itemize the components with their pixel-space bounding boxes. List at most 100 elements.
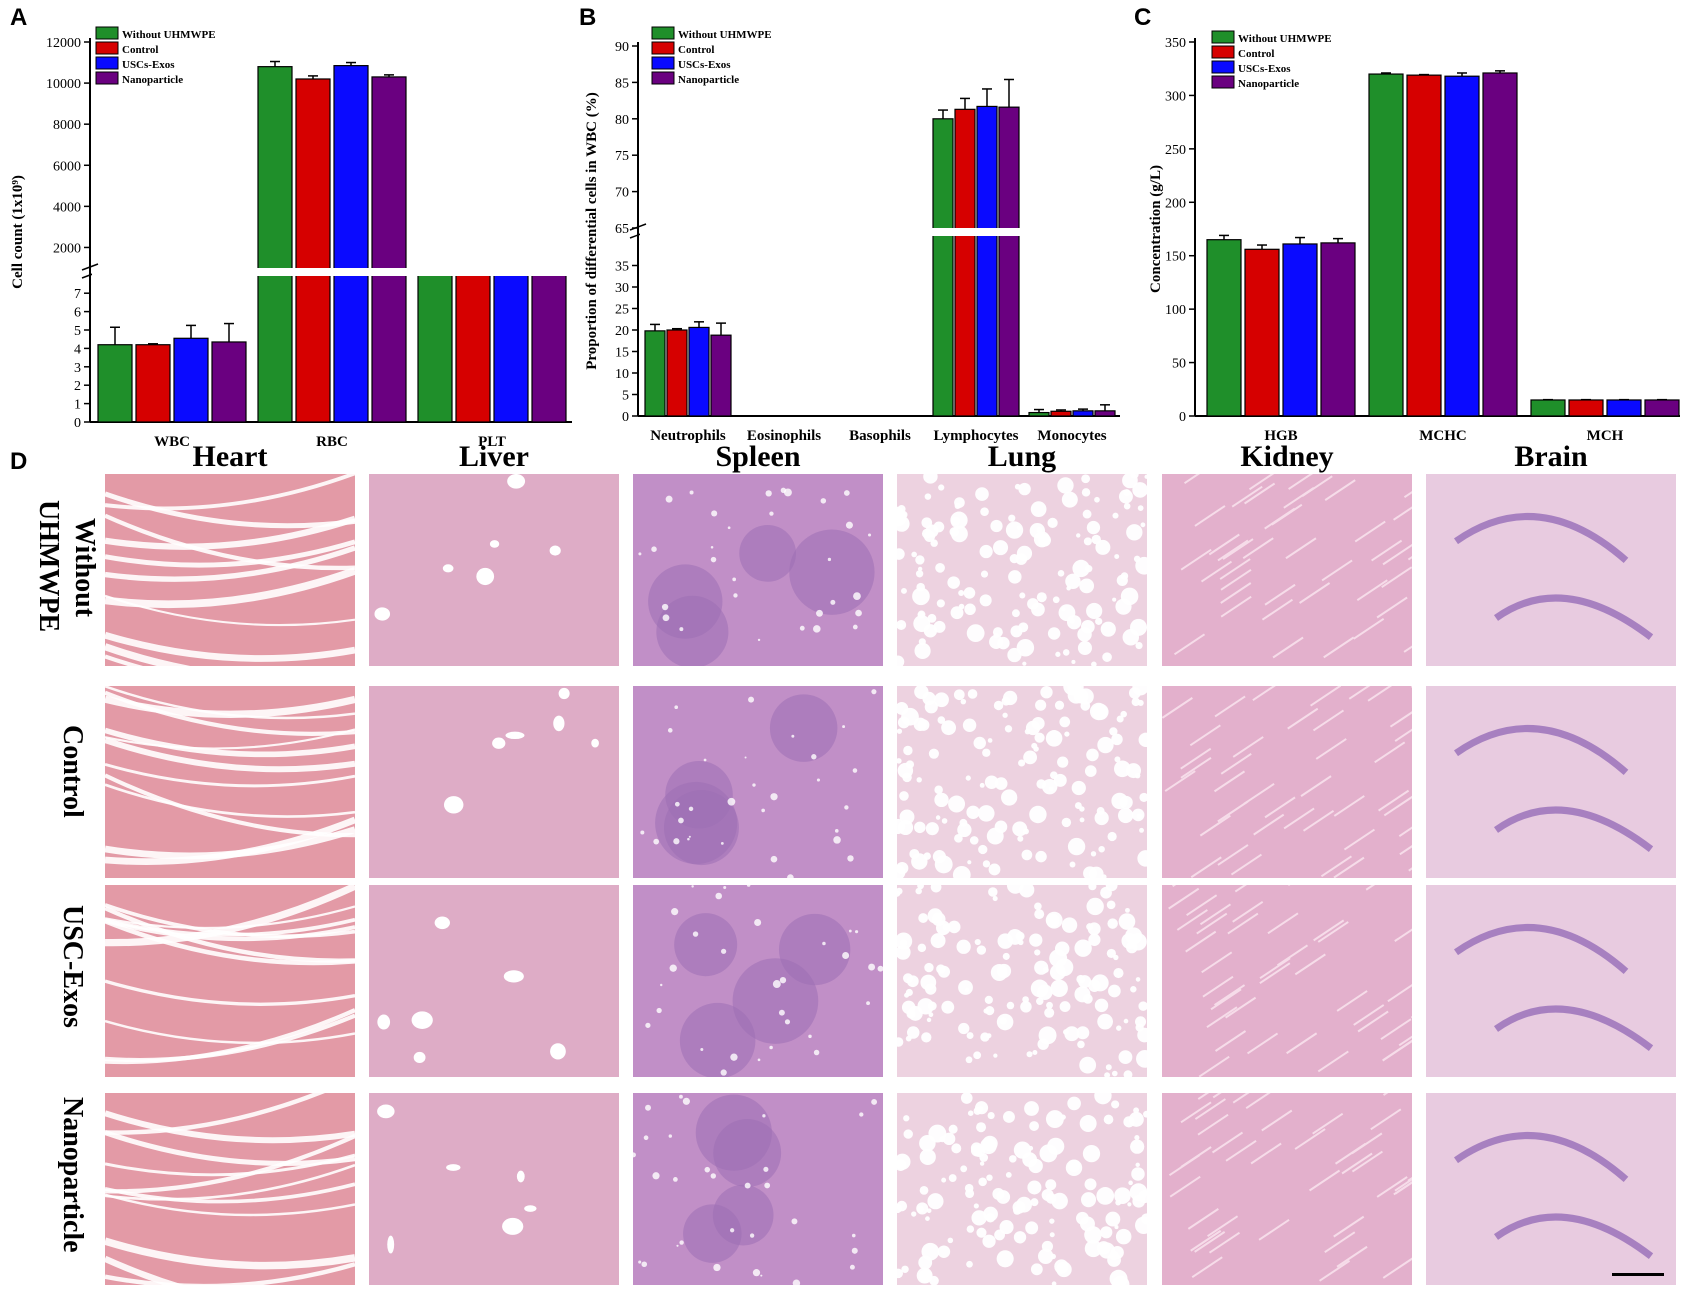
organ-label-lung: Lung (987, 440, 1057, 473)
bar-neutrophils-2 (688, 326, 710, 417)
histology-tile-brain-1 (1426, 686, 1676, 878)
y-tick-label: 75 (615, 149, 629, 164)
bar-mch-0 (1530, 399, 1566, 417)
x-category-label: Monocytes (1037, 428, 1106, 444)
histology-tile-heart-1 (105, 686, 355, 878)
y-tick-label: 6000 (53, 159, 81, 174)
y-tick-label: 70 (615, 186, 629, 201)
bar-lymphocytes-0 (932, 118, 954, 417)
y-tick-label: 10000 (46, 77, 81, 92)
legend-swatch (95, 71, 119, 85)
y-tick-label: 7 (74, 287, 81, 302)
y-tick-label: 0 (622, 410, 629, 425)
bar-hgb-0 (1206, 239, 1242, 417)
y-tick-label: 8000 (53, 118, 81, 133)
legend-label: Control (122, 44, 158, 56)
bar-neutrophils-0 (644, 330, 666, 417)
bar-mch-2 (1606, 399, 1642, 417)
y-tick-label: 2000 (53, 241, 81, 256)
histology-tile-spleen-0 (633, 474, 883, 666)
organ-label-kidney: Kidney (1240, 440, 1334, 473)
y-tick-label: 35 (615, 260, 629, 275)
bar-plt-2 (493, 271, 529, 423)
histology-tile-heart-3 (105, 1093, 355, 1285)
histology-tile-kidney-0 (1162, 474, 1412, 666)
bar-neutrophils-1 (666, 329, 688, 417)
legend-label: Without UHMWPE (122, 29, 216, 41)
histology-tile-spleen-2 (633, 885, 883, 1077)
histology-tile-lung-2 (897, 885, 1147, 1077)
bar-wbc-1 (135, 344, 171, 423)
bar-rbc-3 (371, 76, 407, 423)
bar-monocytes-2 (1072, 410, 1094, 417)
bar-plt-3 (531, 271, 567, 423)
bar-hgb-3 (1320, 242, 1356, 417)
legend-swatch (95, 41, 119, 55)
legend-label: USCs-Exos (678, 59, 731, 71)
y-tick-label: 5 (74, 324, 81, 339)
x-category-label: RBC (316, 434, 348, 450)
x-category-label: MCHC (1419, 428, 1467, 444)
y-tick-label: 100 (1165, 303, 1186, 318)
y-tick-label: 90 (615, 40, 629, 55)
x-category-label: Eosinophils (747, 428, 821, 444)
row-label-3: USC-Exos (57, 905, 88, 1028)
row-label-2: Control (57, 725, 88, 818)
bar-mchc-1 (1406, 74, 1442, 417)
legend-label: Nanoparticle (122, 74, 183, 86)
y-tick-label: 0 (1179, 410, 1186, 425)
legend-swatch (651, 71, 675, 85)
y-tick-label: 6 (74, 306, 81, 321)
y-axis-label: Proportion of differential cells in WBC … (584, 92, 600, 369)
histology-tile-kidney-3 (1162, 1093, 1412, 1285)
legend-label: Control (678, 44, 714, 56)
legend-swatch (651, 41, 675, 55)
y-tick-label: 300 (1165, 89, 1186, 104)
x-category-label: PLT (478, 434, 506, 450)
y-tick-label: 250 (1165, 143, 1186, 158)
bar-wbc-0 (97, 344, 133, 423)
legend-label: Without UHMWPE (678, 29, 772, 41)
panel-label-c: C (1134, 4, 1152, 31)
bar-mchc-0 (1368, 73, 1404, 417)
bar-plt-0 (417, 271, 453, 423)
bar-mch-3 (1644, 399, 1680, 417)
legend-swatch (651, 26, 675, 40)
legend-label: Nanoparticle (1238, 78, 1299, 90)
histology-tile-liver-1 (369, 686, 619, 878)
y-tick-label: 12000 (46, 36, 81, 51)
legend-label: Nanoparticle (678, 74, 739, 86)
bar-monocytes-1 (1050, 410, 1072, 417)
x-category-label: Lymphocytes (933, 428, 1018, 444)
y-tick-label: 0 (74, 416, 81, 431)
bar-rbc-2 (333, 65, 369, 423)
legend-label: Without UHMWPE (1238, 33, 1332, 45)
legend-swatch (651, 56, 675, 70)
row-label-0: UHMWPE (33, 500, 64, 633)
y-tick-label: 350 (1165, 36, 1186, 51)
axis-break-mark (629, 223, 647, 231)
bar-plt-1 (455, 271, 491, 423)
histology-tile-lung-3 (897, 1093, 1147, 1285)
y-tick-label: 85 (615, 76, 629, 91)
y-tick-label: 25 (615, 303, 629, 318)
bar-lymphocytes-2 (976, 105, 998, 417)
y-tick-label: 10 (615, 367, 629, 382)
bar-hgb-1 (1244, 248, 1280, 417)
bar-monocytes-3 (1094, 410, 1116, 417)
row-label-1: Without (69, 518, 100, 618)
bar-neutrophils-3 (710, 334, 732, 417)
bar-rbc-1 (295, 78, 331, 423)
legend-label: USCs-Exos (1238, 63, 1291, 75)
bar-hgb-2 (1282, 243, 1318, 417)
legend-swatch (1211, 45, 1235, 59)
organ-label-liver: Liver (459, 440, 529, 473)
organ-label-brain: Brain (1514, 440, 1588, 473)
legend-label: Control (1238, 48, 1274, 60)
legend-swatch (1211, 30, 1235, 44)
y-axis-label: Concentration (g/L) (1148, 165, 1164, 293)
bar-rbc-0 (257, 66, 293, 423)
histology-tile-lung-1 (897, 686, 1147, 878)
legend-swatch (1211, 75, 1235, 89)
